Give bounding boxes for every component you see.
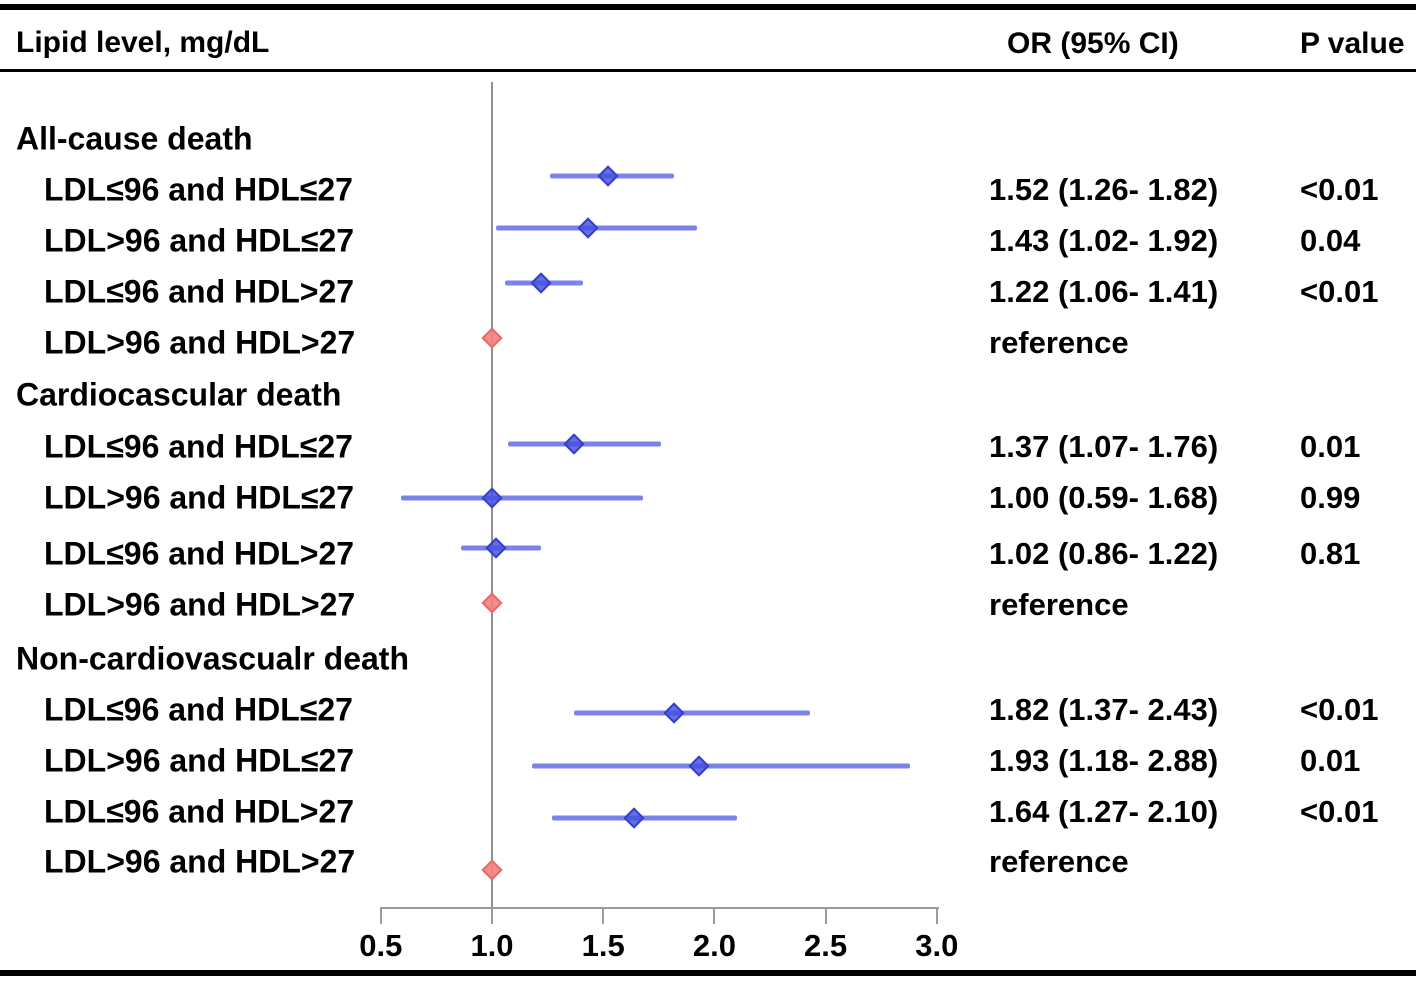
column-header-lipid-level: Lipid level, mg/dL [16, 26, 270, 59]
section-title: Non-cardiovascualr death [16, 640, 409, 677]
header-divider-line [0, 69, 1416, 72]
estimate-diamond [597, 165, 619, 187]
p-value: <0.01 [1300, 692, 1379, 727]
row-label: LDL≤96 and HDL>27 [44, 793, 355, 830]
p-value: 0.01 [1300, 743, 1361, 778]
bottom-border-line [0, 970, 1416, 976]
section-title: Cardiocascular death [16, 376, 342, 413]
row-label: LDL≤96 and HDL≤27 [44, 691, 353, 728]
reference-diamond [481, 859, 503, 881]
estimate-diamond [688, 755, 710, 777]
p-value: 0.81 [1300, 536, 1361, 571]
p-value: <0.01 [1300, 794, 1379, 829]
reference-diamond [481, 592, 503, 614]
x-axis-tick [824, 907, 827, 924]
estimate-diamond [577, 217, 599, 239]
x-axis-tick-label: 0.5 [359, 928, 403, 963]
row-label: LDL>96 and HDL>27 [44, 843, 356, 880]
estimate-diamond [563, 433, 585, 455]
x-axis-tick [935, 907, 938, 924]
row-label: LDL≤96 and HDL≤27 [44, 171, 353, 208]
x-axis-tick-label: 3.0 [915, 928, 959, 963]
or-value: 1.37 (1.07- 1.76) [989, 429, 1219, 464]
or-value: reference [989, 587, 1129, 622]
ci-line [532, 763, 911, 769]
row-label: LDL>96 and HDL≤27 [44, 479, 355, 516]
p-value: <0.01 [1300, 274, 1379, 309]
top-border-line [0, 4, 1416, 10]
p-value: 0.04 [1300, 223, 1361, 258]
column-header-p-value: P value [1300, 27, 1405, 60]
ci-line [400, 495, 644, 501]
x-axis-tick [491, 907, 493, 924]
or-value: 1.93 (1.18- 2.88) [989, 743, 1219, 778]
estimate-diamond [530, 272, 552, 294]
row-label: LDL≤96 and HDL≤27 [44, 428, 353, 465]
x-axis-tick [379, 907, 382, 924]
column-header-or-ci: OR (95% CI) [1007, 27, 1179, 60]
or-value: reference [989, 844, 1129, 879]
reference-diamond [481, 327, 503, 349]
estimate-diamond [485, 537, 508, 559]
estimate-diamond [623, 807, 645, 829]
section-title: All-cause death [16, 120, 253, 157]
x-axis-tick [713, 907, 716, 924]
row-label: LDL>96 and HDL>27 [44, 586, 356, 623]
row-label: LDL≤96 and HDL>27 [44, 273, 355, 310]
or-value: 1.52 (1.26- 1.82) [989, 172, 1219, 207]
row-label: LDL≤96 and HDL>27 [44, 535, 355, 572]
row-label: LDL>96 and HDL≤27 [44, 742, 355, 779]
estimate-diamond [663, 702, 685, 724]
or-value: 1.22 (1.06- 1.41) [989, 274, 1219, 309]
p-value: 0.01 [1300, 429, 1361, 464]
row-label: LDL>96 and HDL≤27 [44, 222, 355, 259]
x-axis-tick-label: 2.0 [692, 928, 736, 963]
x-axis-tick-label: 2.5 [804, 928, 848, 963]
p-value: 0.99 [1300, 480, 1361, 515]
or-value: 1.64 (1.27- 2.10) [989, 794, 1219, 829]
p-value: <0.01 [1300, 172, 1379, 207]
x-axis-tick [602, 907, 605, 924]
or-value: 1.82 (1.37- 2.43) [989, 692, 1219, 727]
or-value: 1.00 (0.59- 1.68) [989, 480, 1219, 515]
estimate-diamond [481, 487, 503, 509]
row-label: LDL>96 and HDL>27 [44, 324, 356, 361]
x-axis-tick-label: 1.5 [581, 928, 625, 963]
ci-line [574, 710, 811, 716]
or-value: 1.02 (0.86- 1.22) [989, 536, 1219, 571]
or-value: reference [989, 325, 1129, 360]
or-value: 1.43 (1.02- 1.92) [989, 223, 1219, 258]
x-axis-tick-label: 1.0 [470, 928, 514, 963]
x-axis-line [380, 907, 939, 909]
